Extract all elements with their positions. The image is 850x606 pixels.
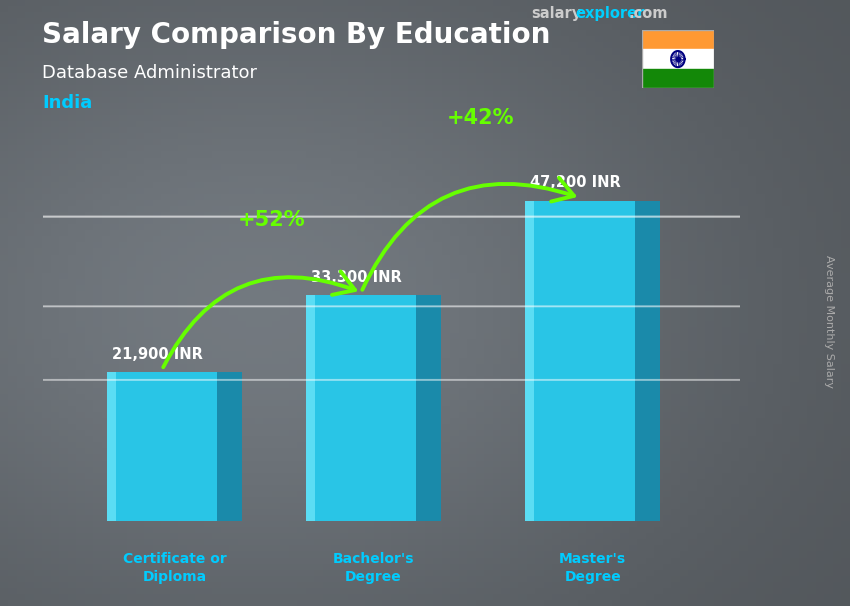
Text: Salary Comparison By Education: Salary Comparison By Education [42,21,551,49]
Bar [306,295,315,521]
Text: 33,300 INR: 33,300 INR [311,270,401,285]
Text: Bachelor's
Degree: Bachelor's Degree [333,551,414,584]
Text: +52%: +52% [238,210,305,230]
Bar [107,373,116,521]
Text: explorer: explorer [575,6,645,21]
Text: salary: salary [531,6,581,21]
Text: .com: .com [629,6,668,21]
Text: Certificate or
Diploma: Certificate or Diploma [122,551,226,584]
Bar [525,201,534,521]
Text: Average Monthly Salary: Average Monthly Salary [824,255,834,388]
Text: Database Administrator: Database Administrator [42,64,258,82]
Bar [642,30,714,50]
Text: 47,200 INR: 47,200 INR [530,175,620,190]
Bar [642,68,714,88]
Text: +42%: +42% [447,108,514,128]
Polygon shape [635,201,660,521]
Polygon shape [416,295,441,521]
Circle shape [0,306,850,307]
FancyBboxPatch shape [107,373,217,521]
FancyBboxPatch shape [306,295,416,521]
Bar [642,50,714,68]
Text: India: India [42,94,93,112]
Circle shape [0,216,850,217]
FancyBboxPatch shape [525,201,635,521]
Polygon shape [217,373,241,521]
Text: 21,900 INR: 21,900 INR [111,347,202,362]
Text: Master's
Degree: Master's Degree [559,551,626,584]
